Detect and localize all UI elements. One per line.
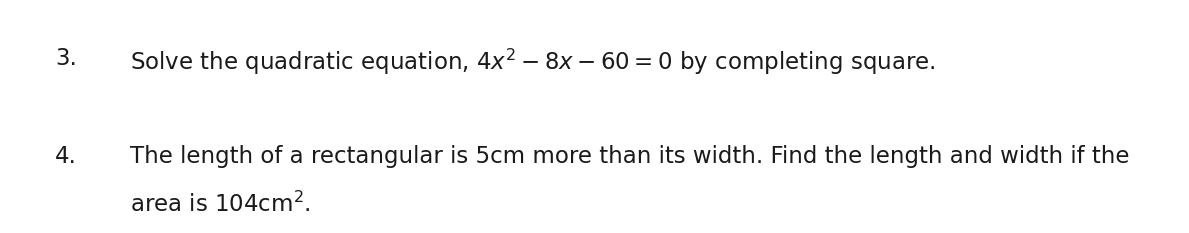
Text: area is 104cm$^2$.: area is 104cm$^2$. xyxy=(130,192,310,217)
Text: 4.: 4. xyxy=(55,145,77,168)
Text: Solve the quadratic equation, $4x^2 - 8x - 60 = 0$ by completing square.: Solve the quadratic equation, $4x^2 - 8x… xyxy=(130,47,936,77)
Text: 3.: 3. xyxy=(55,47,77,70)
Text: The length of a rectangular is 5cm more than its width. Find the length and widt: The length of a rectangular is 5cm more … xyxy=(130,145,1130,168)
